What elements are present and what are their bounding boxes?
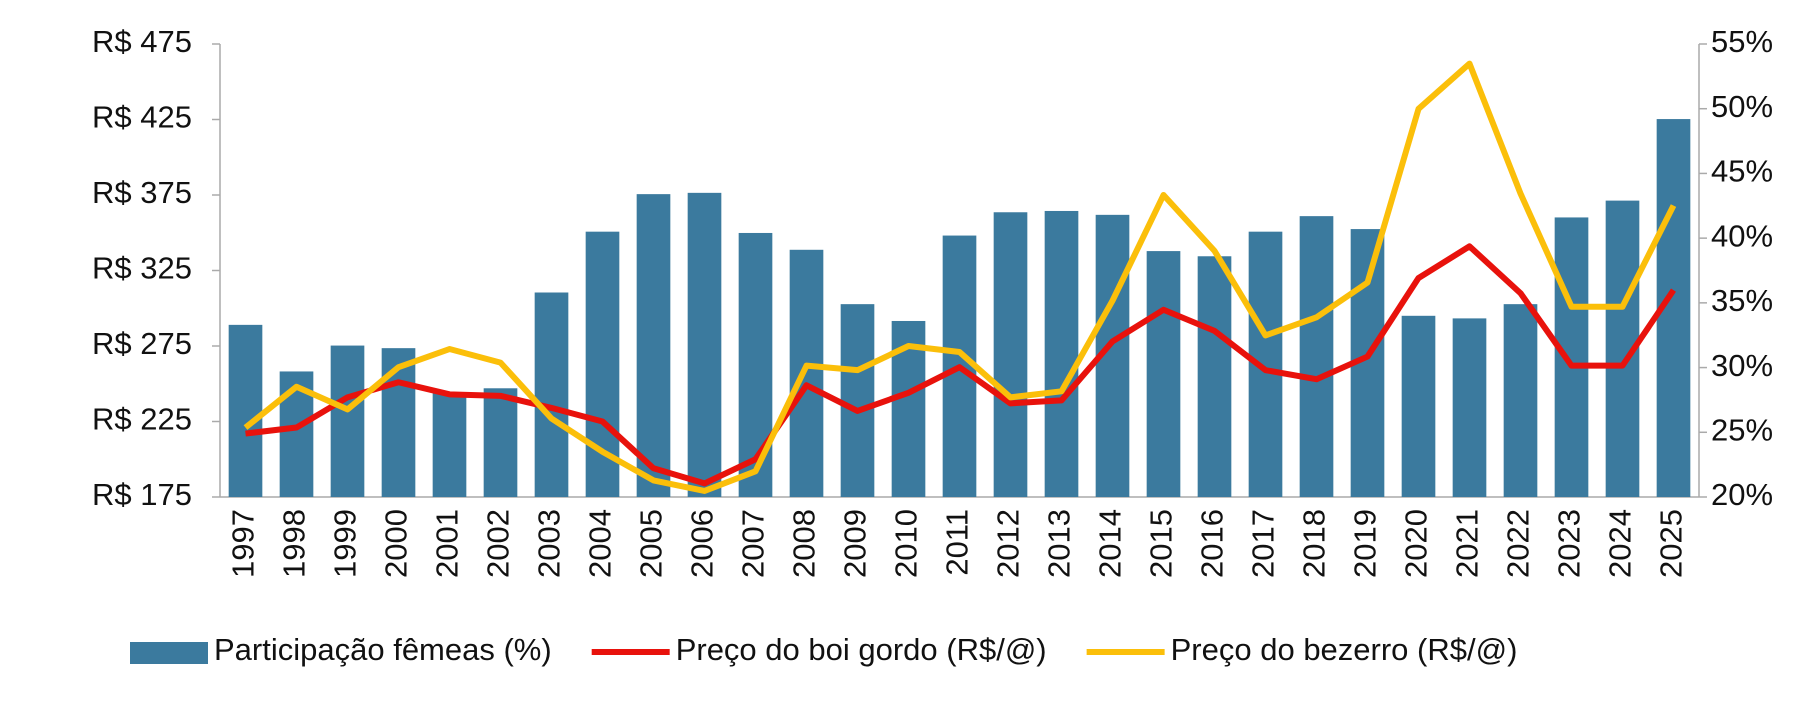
- x-tick-label: 2001: [430, 509, 465, 578]
- y2-tick-label: 40%: [1711, 218, 1773, 253]
- x-tick-label: 1997: [226, 509, 261, 578]
- y-tick-label: R$ 325: [92, 251, 192, 286]
- bar: [228, 324, 263, 497]
- legend-label: Participação fêmeas (%): [214, 632, 552, 667]
- x-tick-label: 2000: [379, 509, 414, 578]
- bar: [840, 304, 875, 497]
- y2-tick-label: 30%: [1711, 348, 1773, 383]
- bar: [789, 249, 824, 497]
- y-tick-label: R$ 425: [92, 100, 192, 135]
- bar: [483, 388, 518, 497]
- legend-label: Preço do boi gordo (R$/@): [676, 632, 1047, 667]
- x-tick-label: 2008: [787, 509, 822, 578]
- x-tick-label: 2003: [532, 509, 567, 578]
- line: [243, 60, 1677, 494]
- x-tick-label: 2013: [1042, 509, 1077, 578]
- x-tick-label: 2005: [634, 509, 669, 578]
- y-tick-label: R$ 175: [92, 477, 192, 512]
- x-tick-label: 2019: [1348, 509, 1383, 578]
- x-tick-label: 2002: [481, 509, 516, 578]
- bar: [1452, 318, 1487, 497]
- y-tick-label: R$ 225: [92, 402, 192, 437]
- legend: Participação fêmeas (%) Preço do boi gord…: [130, 632, 1517, 667]
- bar: [687, 192, 722, 498]
- y-tick-label: R$ 275: [92, 326, 192, 361]
- x-tick-label: 2014: [1093, 509, 1128, 578]
- x-tick-label: 2016: [1195, 509, 1230, 578]
- x-tick-label: 2024: [1603, 509, 1638, 578]
- line: [245, 243, 1676, 487]
- y2-tick-label: 45%: [1711, 154, 1773, 189]
- y2-tick-label: 35%: [1711, 283, 1773, 318]
- bar: [1146, 251, 1181, 497]
- x-tick-label: 2004: [583, 509, 618, 578]
- x-tick-label: 2012: [991, 509, 1026, 578]
- bar: [993, 212, 1028, 497]
- bar: [636, 194, 671, 497]
- x-tick-label: 2010: [889, 509, 924, 578]
- x-tick-label: 2022: [1501, 509, 1536, 578]
- x-tick-label: 1999: [328, 509, 363, 578]
- x-tick-label: 2009: [838, 509, 873, 578]
- bar: [1401, 315, 1436, 497]
- x-tick-label: 2025: [1654, 509, 1689, 578]
- bar: [1554, 217, 1589, 498]
- y-tick-label: R$ 375: [92, 175, 192, 210]
- y2-tick-label: 25%: [1711, 412, 1773, 447]
- bar: [1299, 216, 1334, 497]
- bar: [1044, 210, 1079, 497]
- y2-tick-label: 20%: [1711, 477, 1773, 512]
- bar: [330, 345, 365, 497]
- x-tick-label: 2021: [1450, 509, 1485, 578]
- y2-tick-label: 50%: [1711, 89, 1773, 124]
- x-tick-label: 2006: [685, 509, 720, 578]
- x-tick-label: 2017: [1246, 509, 1281, 578]
- x-tick-label: 2007: [736, 509, 771, 578]
- x-tick-label: 2015: [1144, 509, 1179, 578]
- y-tick-label: R$ 475: [92, 24, 192, 59]
- bar: [1503, 304, 1538, 497]
- x-tick-label: 2018: [1297, 509, 1332, 578]
- bar: [432, 393, 467, 497]
- legend-label: Preço do bezerro (R$/@): [1171, 632, 1518, 667]
- legend-swatch: [130, 642, 208, 664]
- bar: [534, 292, 569, 497]
- y2-tick-label: 55%: [1711, 24, 1773, 59]
- x-tick-label: 2023: [1552, 509, 1587, 578]
- x-tick-label: 1998: [277, 509, 312, 578]
- x-tick-label: 2020: [1399, 509, 1434, 578]
- bar: [1197, 256, 1232, 497]
- x-tick-label: 2011: [940, 509, 975, 576]
